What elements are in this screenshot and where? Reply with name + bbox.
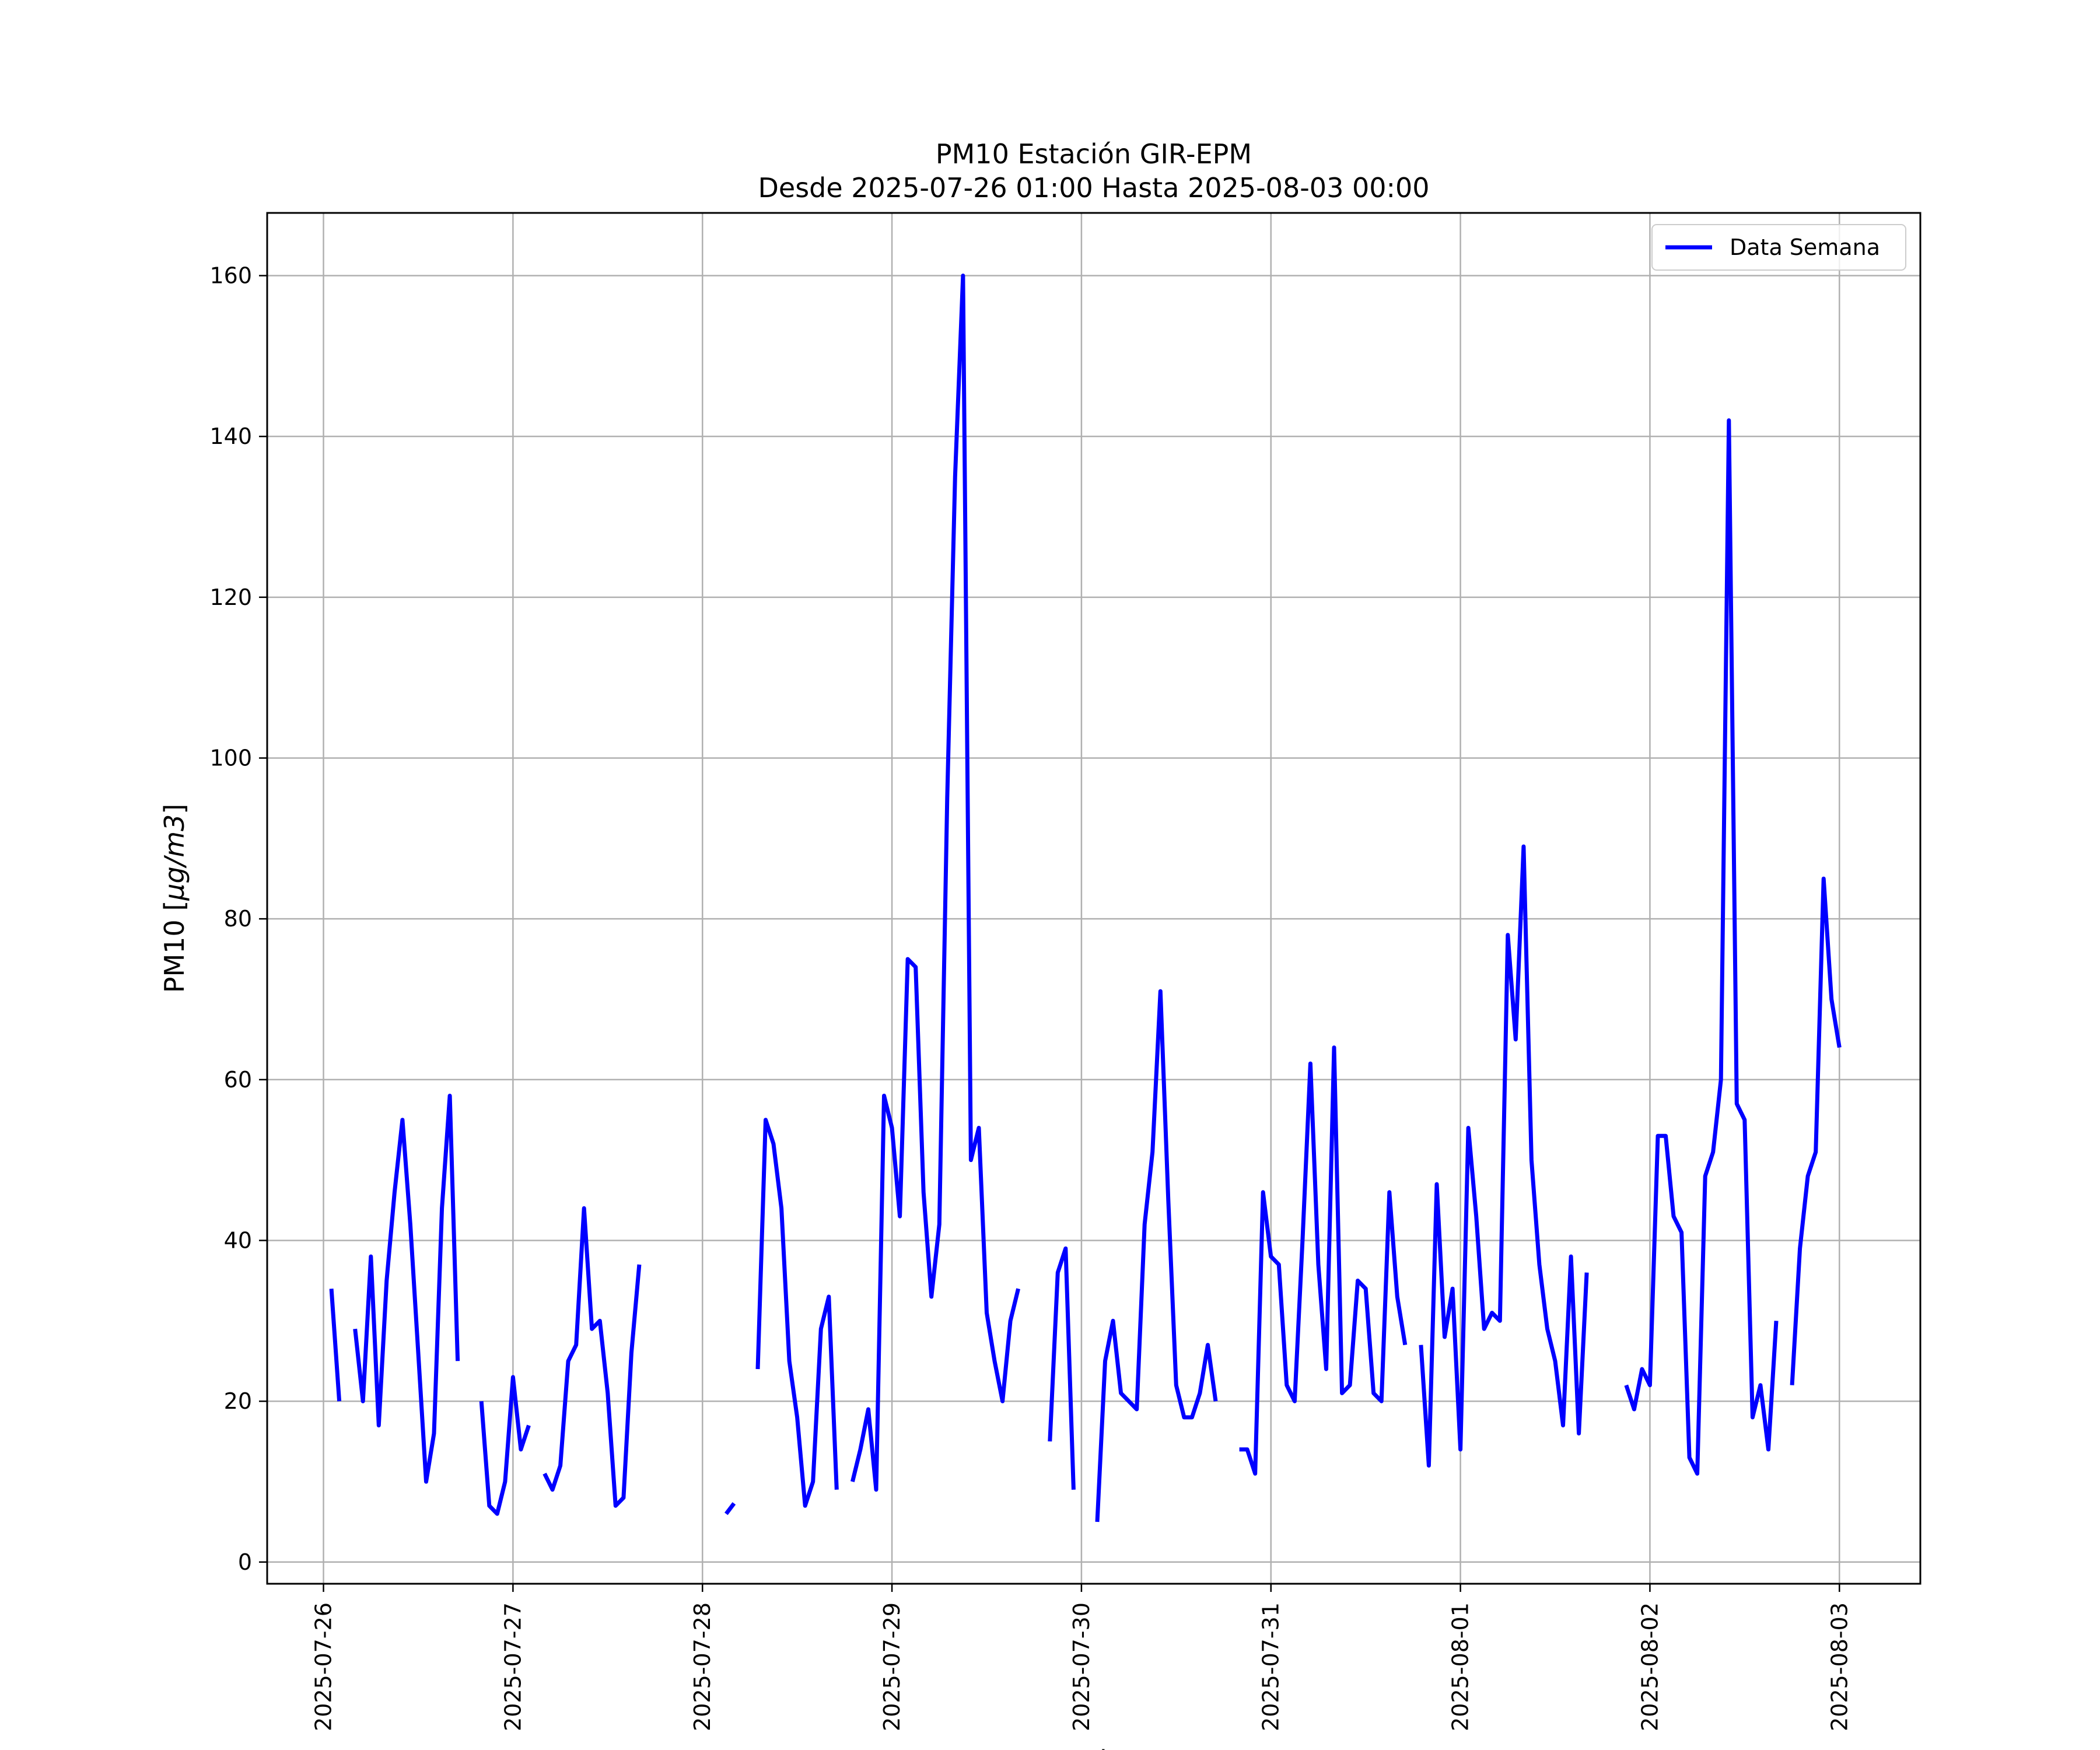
y-axis-label-unit: μg/m3 [159,814,190,901]
x-tick-label: 2025-07-28 [690,1602,715,1731]
series-line-segment [353,1093,460,1484]
x-tick-label: 2025-08-03 [1826,1602,1852,1731]
y-tick-label: 140 [209,424,252,449]
series-line-segment [1624,418,1779,1476]
chart-subtitle: Desde 2025-07-26 01:00 Hasta 2025-08-03 … [758,172,1429,204]
series-line-segment [1048,1246,1076,1490]
legend-label: Data Semana [1730,235,1880,260]
x-axis-label: Fecha [1055,1745,1133,1750]
grid-lines [267,213,1920,1584]
y-axis-label: PM10 [μg/m3] [159,804,190,993]
y-axis-label-prefix: PM10 [ [159,901,190,993]
series-line-segment [1419,844,1589,1468]
y-tick-label: 20 [224,1388,252,1414]
y-tick-label: 60 [224,1067,252,1093]
legend-box [1651,224,1906,271]
legend: Data Semana [1651,224,1906,271]
x-tick-label: 2025-07-30 [1069,1602,1094,1731]
x-tick-label: 2025-07-29 [879,1602,905,1731]
y-axis-label-suffix: ] [159,804,190,814]
series-line-segment [479,1375,531,1516]
series-line-segment [755,1118,839,1508]
x-tick-label: 2025-07-31 [1258,1602,1284,1731]
y-tick-label: 160 [209,263,252,289]
chart-title: PM10 Estación GIR-EPM [936,138,1252,170]
x-tick-label: 2025-07-27 [500,1602,526,1731]
x-tick-label: 2025-08-01 [1448,1602,1474,1731]
axis-ticks: 2025-07-26 2025-07-27 2025-07-28 2025-07-29… [209,263,1852,1731]
x-tick-label: 2025-07-26 [311,1602,337,1731]
series-line-segment [724,1502,736,1516]
series-line-segment [1095,989,1218,1522]
y-tick-label: 120 [209,584,252,610]
y-tick-label: 0 [238,1549,252,1575]
y-tick-label: 80 [224,906,252,932]
series-line-segment [850,274,1020,1492]
x-tick-label: 2025-08-02 [1637,1602,1662,1731]
series-line-segment [1790,876,1842,1385]
series-line-segment [542,1206,642,1508]
series-line-segment [1239,1045,1408,1476]
series-data-semana [329,274,1842,1522]
plot-frame [266,212,1922,1585]
series-line-segment [329,1288,342,1402]
y-tick-label: 100 [209,745,252,771]
y-tick-label: 40 [224,1227,252,1253]
